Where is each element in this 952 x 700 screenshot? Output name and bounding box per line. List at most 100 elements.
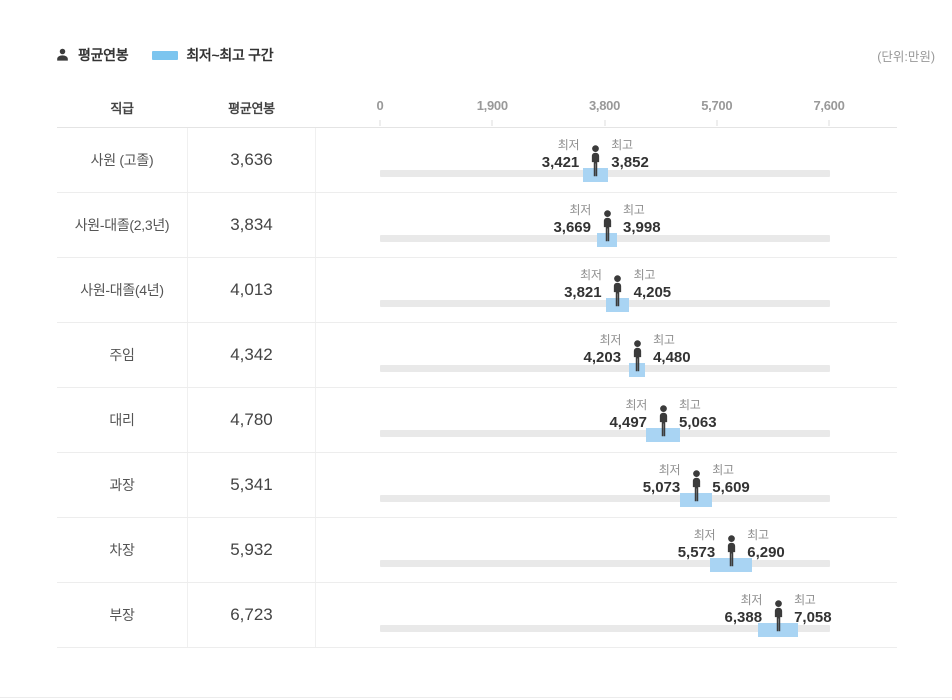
table-header: 직급 평균연봉 0 1,900 3,800 5,700 7,600 (57, 94, 897, 128)
min-caption: 최저 (599, 333, 622, 347)
legend-average-label: 평균연봉 (78, 47, 129, 63)
row-position-label: 사원-대졸(4년) (57, 258, 188, 322)
min-block: 최저 4,203 (584, 333, 622, 367)
axis-tick-label: 1,900 (476, 98, 508, 113)
person-icon (600, 210, 615, 242)
range-bar (758, 623, 798, 637)
axis-tick-label: 5,700 (701, 98, 733, 113)
min-caption: 최저 (625, 398, 648, 412)
max-block: 최고 3,852 (611, 138, 649, 172)
max-caption: 최고 (794, 593, 816, 607)
row-position-label: 사원-대졸(2,3년) (57, 193, 188, 257)
max-caption: 최고 (653, 333, 675, 347)
table-row: 부장 6,723 최저 6,388 최고 7,058 (57, 583, 897, 648)
table-row: 차장 5,932 최저 5,573 최고 6,290 (57, 518, 897, 583)
row-avg-value: 4,013 (188, 258, 316, 322)
min-value: 6,388 (724, 609, 763, 626)
person-icon (630, 340, 645, 372)
bar-area: 최저 3,821 최고 4,205 (380, 258, 830, 322)
min-caption: 최저 (569, 203, 592, 217)
table-row: 사원-대졸(2,3년) 3,834 최저 3,669 최고 3,998 (57, 193, 897, 258)
max-value: 5,609 (712, 479, 750, 496)
range-bar (709, 558, 753, 572)
person-bust-icon (55, 47, 70, 63)
max-block: 최고 4,205 (634, 268, 672, 302)
salary-track-bar (380, 560, 830, 567)
row-chart-cell: 최저 5,573 최고 6,290 (316, 518, 897, 582)
salary-track-bar (380, 430, 830, 437)
range-bar (606, 298, 629, 312)
range-bar (597, 233, 617, 247)
min-block: 최저 4,497 (609, 398, 647, 432)
max-value: 7,058 (794, 609, 832, 626)
max-block: 최고 7,058 (794, 593, 832, 627)
header-position: 직급 (110, 101, 134, 116)
row-position-label: 과장 (57, 453, 188, 517)
axis-tick-mark (828, 120, 830, 126)
table-row: 대리 4,780 최저 4,497 최고 5,063 (57, 388, 897, 453)
axis-tick-mark (379, 120, 381, 126)
bar-area: 최저 4,203 최고 4,480 (380, 323, 830, 387)
salary-table: 직급 평균연봉 0 1,900 3,800 5,700 7,600 사원 (고졸… (57, 94, 897, 648)
row-position-label: 대리 (57, 388, 188, 452)
bar-area: 최저 3,669 최고 3,998 (380, 193, 830, 257)
axis-tick-label: 3,800 (588, 98, 621, 113)
min-value: 3,821 (564, 284, 602, 301)
range-bar (628, 363, 646, 377)
range-swatch-icon (152, 50, 179, 60)
person-icon (656, 405, 671, 437)
min-value: 4,203 (583, 349, 622, 366)
person-icon (610, 275, 625, 307)
bar-area: 최저 3,421 최고 3,852 (380, 128, 830, 192)
min-caption: 최저 (740, 593, 763, 607)
axis-tick-label: 7,600 (813, 98, 845, 113)
max-caption: 최고 (623, 203, 645, 217)
legend-range-label: 최저~최고 구간 (186, 47, 274, 63)
max-value: 4,480 (653, 349, 691, 366)
max-block: 최고 3,998 (623, 203, 661, 237)
min-block: 최저 5,073 (643, 463, 681, 497)
salary-track-bar (380, 365, 830, 372)
min-value: 3,669 (553, 219, 591, 236)
min-caption: 최저 (580, 268, 602, 282)
axis-tick-mark (604, 120, 605, 126)
row-avg-value: 4,342 (188, 323, 316, 387)
min-value: 5,573 (677, 544, 716, 561)
salary-track-bar (380, 625, 830, 632)
row-avg-value: 5,932 (188, 518, 316, 582)
unit-note: (단위:만원) (877, 49, 935, 64)
row-chart-cell: 최저 3,669 최고 3,998 (316, 193, 897, 257)
max-block: 최고 6,290 (747, 528, 785, 562)
legend-bar: 평균연봉 최저~최고 구간 (단위:만원) (55, 44, 935, 66)
row-position-label: 주임 (57, 323, 188, 387)
person-icon (588, 145, 603, 177)
bar-area: 최저 4,497 최고 5,063 (380, 388, 830, 452)
person-icon (689, 470, 704, 502)
min-block: 최저 6,388 (725, 593, 763, 627)
axis-scale: 0 1,900 3,800 5,700 7,600 (376, 94, 845, 127)
bar-area: 최저 6,388 최고 7,058 (380, 583, 832, 647)
max-caption: 최고 (633, 268, 656, 282)
min-block: 최저 5,573 (678, 528, 716, 562)
min-block: 최저 3,669 (553, 203, 591, 237)
row-chart-cell: 최저 3,421 최고 3,852 (316, 128, 897, 192)
table-row: 사원-대졸(4년) 4,013 최저 3,821 최고 4,205 (57, 258, 897, 323)
bar-area: 최저 5,073 최고 5,609 (380, 453, 830, 517)
salary-track-bar (380, 300, 830, 307)
axis-tick-mark (491, 120, 493, 126)
row-position-label: 사원 (고졸) (57, 128, 188, 192)
max-value: 3,998 (623, 219, 661, 236)
max-value: 4,205 (633, 284, 672, 301)
max-value: 5,063 (679, 414, 717, 431)
axis-tick-label: 0 (376, 98, 384, 113)
min-value: 5,073 (642, 479, 681, 496)
table-row: 주임 4,342 최저 4,203 최고 4,480 (57, 323, 897, 388)
row-chart-cell: 최저 3,821 최고 4,205 (316, 258, 897, 322)
max-caption: 최고 (611, 138, 633, 152)
row-position-label: 차장 (57, 518, 188, 582)
salary-track-bar (380, 495, 830, 502)
row-avg-value: 3,834 (188, 193, 316, 257)
min-caption: 최저 (658, 463, 681, 477)
min-value: 4,497 (609, 414, 648, 431)
table-row: 사원 (고졸) 3,636 최저 3,421 최고 3,852 (57, 128, 897, 193)
